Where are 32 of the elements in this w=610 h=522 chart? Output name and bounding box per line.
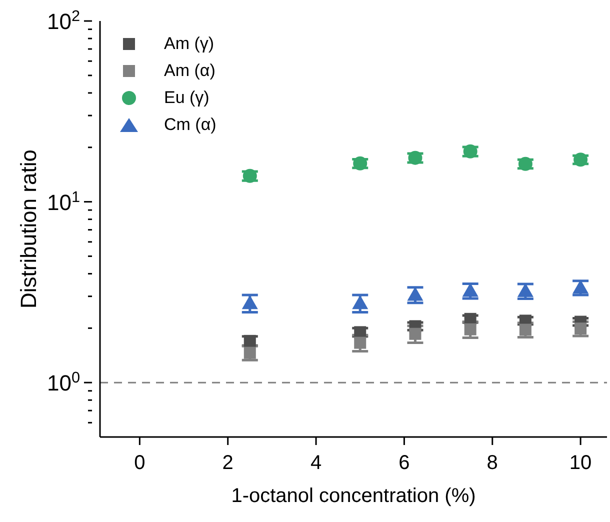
point bbox=[408, 150, 422, 165]
x-tick-label: 2 bbox=[222, 452, 234, 474]
point bbox=[353, 156, 368, 170]
x-tick-label: 4 bbox=[310, 452, 322, 474]
legend-label: Am (α) bbox=[164, 60, 216, 80]
y-tick-label: 10$^{1}$ bbox=[46, 188, 80, 215]
point bbox=[407, 286, 424, 301]
point bbox=[352, 295, 368, 310]
point bbox=[519, 324, 532, 336]
x-tick-label: 8 bbox=[486, 452, 498, 474]
point bbox=[242, 168, 257, 183]
point bbox=[463, 144, 478, 158]
point bbox=[464, 323, 476, 336]
point bbox=[244, 346, 256, 359]
x-tick-label: 10 bbox=[569, 452, 592, 474]
y-tick-label: 10$^{2}$ bbox=[46, 8, 80, 34]
point bbox=[409, 328, 422, 340]
point bbox=[242, 295, 258, 310]
legend-label: Am (γ) bbox=[164, 34, 214, 54]
x-axis-title: 1-octanol concentration (%) bbox=[231, 485, 476, 507]
x-tick-label: 0 bbox=[134, 452, 146, 474]
y-axis-title: Distribution ratio bbox=[16, 150, 41, 308]
legend-label: Cm (α) bbox=[164, 114, 216, 134]
point bbox=[574, 152, 588, 167]
x-tick-label: 6 bbox=[398, 452, 410, 474]
legend-label: Eu (γ) bbox=[164, 88, 210, 108]
point bbox=[244, 334, 256, 347]
point bbox=[518, 156, 532, 171]
y-tick-label: 10$^{0}$ bbox=[46, 369, 80, 396]
point bbox=[354, 326, 366, 338]
point bbox=[574, 322, 587, 335]
point bbox=[354, 336, 366, 349]
